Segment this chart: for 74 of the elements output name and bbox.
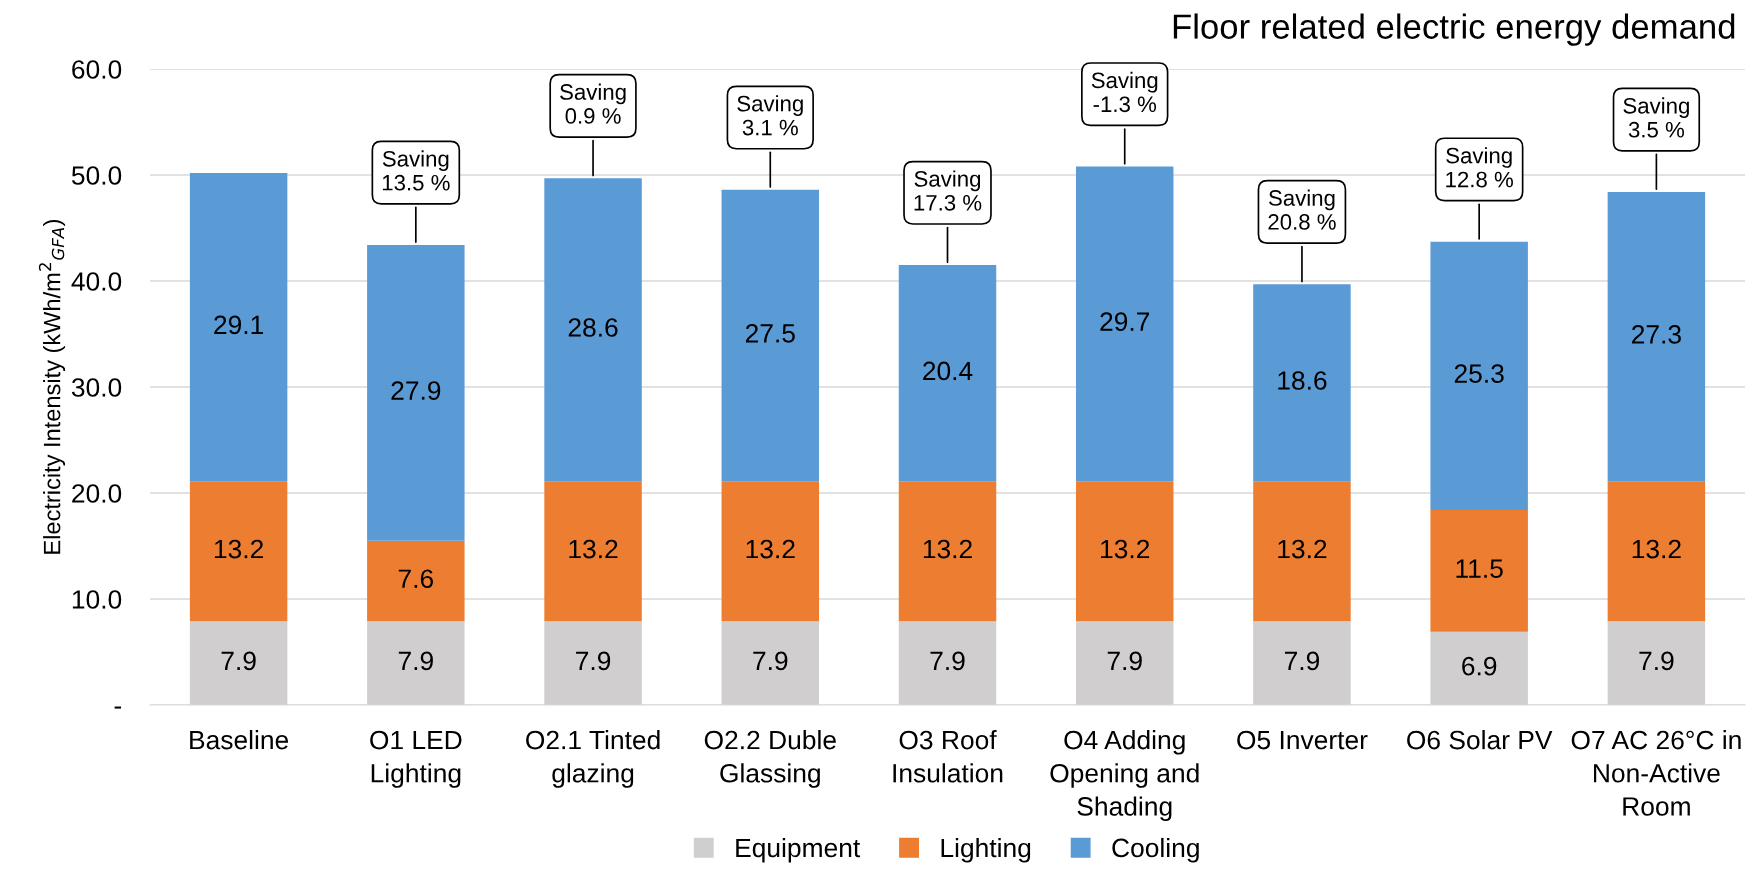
x-tick-label: O2.2 Duble Glassing: [704, 730, 836, 788]
x-tick-label: O5 Inverter: [1237, 730, 1368, 750]
annotation: Saving 20.8 %: [1268, 189, 1336, 230]
annotation: Saving 13.5 %: [382, 150, 450, 191]
x-tick-label: O1 LED Lighting: [370, 730, 462, 788]
data-label: 7.9: [753, 651, 788, 671]
data-label: 29.1: [214, 315, 264, 335]
annotation: Saving -1.3 %: [1091, 71, 1158, 113]
data-label: 13.2: [746, 539, 795, 559]
y-tick-label: -: [114, 706, 122, 709]
data-label: 7.9: [398, 651, 433, 671]
annotation: Saving 3.1 %: [737, 95, 803, 136]
chart-title: Floor related electric energy demand: [1173, 13, 1735, 46]
y-tick-label: 60.0: [72, 60, 122, 79]
data-label: 7.9: [1639, 651, 1674, 671]
annotation: Saving 17.3 %: [914, 170, 982, 211]
bar: [721, 481, 820, 622]
bar: [898, 265, 997, 482]
data-label: 29.7: [1100, 312, 1150, 332]
bar: [544, 178, 642, 482]
y-tick-label: 30.0: [71, 378, 122, 397]
data-label: 7.9: [930, 651, 965, 671]
y-axis-title: Electricity Intensity (kWh/m$^{2}$$_{GFA}$): [38, 219, 66, 554]
data-label: 7.9: [221, 651, 256, 671]
bar: [1607, 191, 1706, 482]
data-label: 7.9: [1107, 651, 1142, 671]
data-label: 13.2: [1278, 539, 1327, 559]
legend-label: Cooling: [1112, 837, 1199, 863]
bar: [189, 172, 288, 482]
x-tick-label: O3 Roof Insulation: [893, 730, 1003, 783]
bar: [1075, 481, 1174, 622]
bar: [1430, 509, 1528, 632]
data-label: 13.2: [214, 539, 263, 559]
y-tick-label: 10.0: [72, 590, 122, 609]
y-tick-label: 20.0: [72, 484, 122, 503]
y-tick-label: 40.0: [71, 272, 122, 291]
bar: [1075, 166, 1174, 482]
data-label: 7.9: [1284, 651, 1320, 671]
legend-label: Lighting: [941, 837, 1031, 863]
data-label: 18.6: [1278, 371, 1327, 390]
x-tick-label: Baseline: [190, 730, 289, 750]
x-tick-label: O6 Solar PV: [1407, 730, 1553, 750]
data-label: 11.5: [1456, 559, 1503, 578]
bar: [367, 244, 465, 541]
bar: [189, 481, 288, 622]
data-label: 25.3: [1454, 364, 1504, 383]
data-label: 27.9: [391, 381, 441, 400]
data-label: 28.6: [568, 318, 618, 337]
bar: [1253, 284, 1351, 482]
bar: [1430, 241, 1528, 510]
annotation: Saving 12.8 %: [1446, 147, 1513, 188]
data-label: 20.4: [923, 361, 973, 381]
bar: [544, 481, 642, 622]
bar: [721, 189, 820, 482]
data-label: 7.9: [576, 651, 611, 671]
data-label: 27.3: [1632, 325, 1681, 344]
annotation: Saving 0.9 %: [560, 83, 626, 124]
data-label: 7.6: [398, 569, 434, 589]
legend-label: Equipment: [736, 837, 861, 863]
bar: [898, 481, 997, 622]
x-tick-label: O7 AC 26°C in Non-Active Room: [1571, 730, 1741, 816]
bar: [1253, 481, 1351, 622]
data-label: 13.2: [1632, 539, 1681, 559]
bar: [367, 540, 465, 622]
data-label: 27.5: [745, 323, 795, 343]
x-tick-label: O4 Adding Opening and Shading: [1050, 730, 1199, 822]
x-tick-label: O2.1 Tinted glazing: [526, 730, 660, 788]
annotation: Saving 3.5 %: [1623, 97, 1689, 138]
data-label: 13.2: [569, 539, 618, 559]
data-label: 6.9: [1462, 656, 1497, 676]
data-label: 13.2: [923, 539, 972, 559]
data-label: 13.2: [1101, 539, 1150, 559]
y-tick-label: 50.0: [71, 166, 122, 185]
bar: [1607, 481, 1706, 622]
